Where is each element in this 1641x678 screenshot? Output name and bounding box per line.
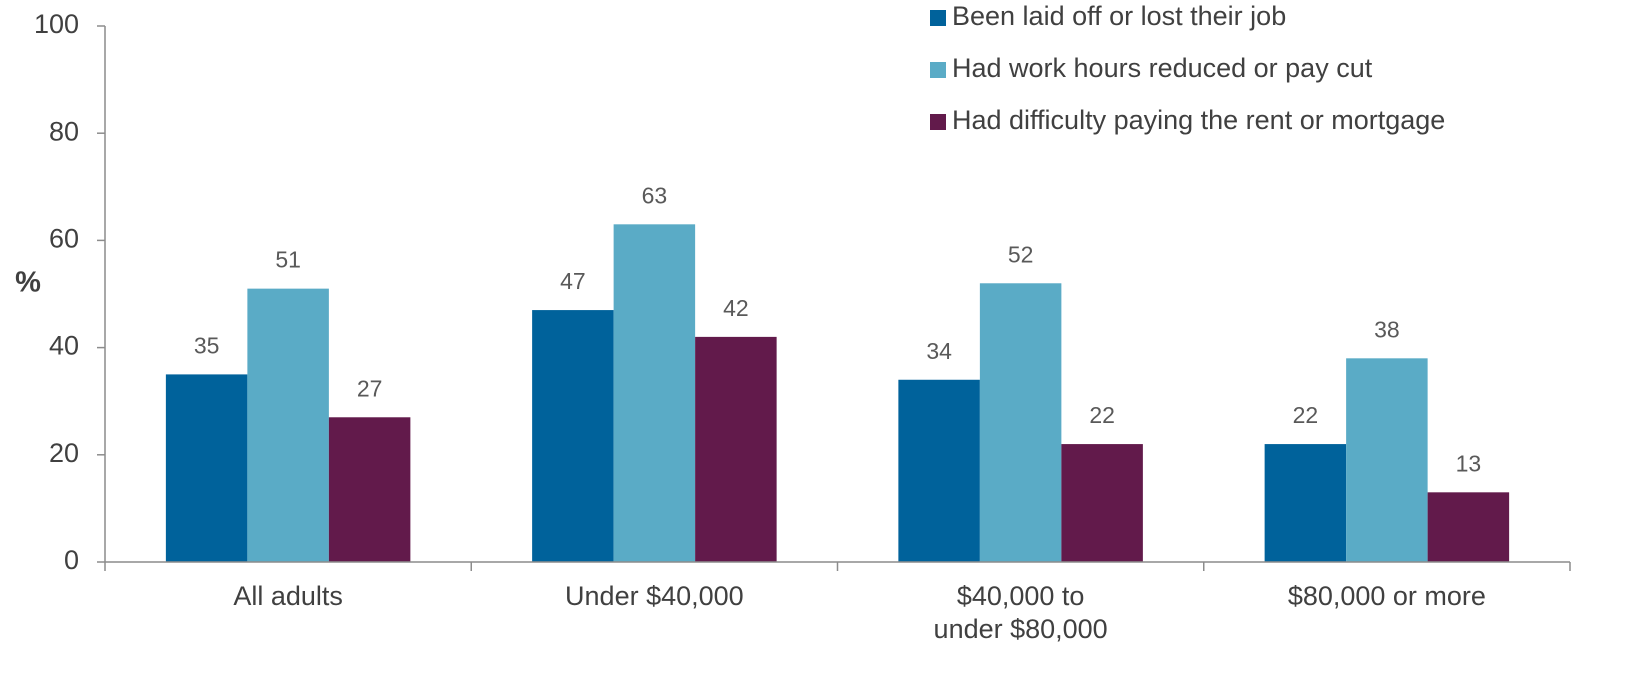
- bar: [1061, 444, 1143, 562]
- value-label: 47: [560, 268, 586, 294]
- bar: [247, 288, 329, 562]
- bar: [1264, 444, 1347, 562]
- value-label: 27: [357, 375, 383, 401]
- x-tick-label: Under $40,000: [565, 581, 744, 611]
- value-label: 34: [926, 338, 952, 364]
- y-tick-label: 100: [34, 9, 79, 39]
- y-tick-label: 40: [49, 331, 79, 361]
- value-label: 63: [642, 182, 668, 208]
- legend-label: Had work hours reduced or pay cut: [952, 53, 1373, 83]
- bar: [532, 310, 614, 562]
- x-tick-label-line: $40,000 to: [957, 581, 1085, 611]
- y-tick-label: 0: [64, 545, 79, 575]
- legend-swatch: [930, 62, 946, 78]
- legend-label: Been laid off or lost their job: [952, 1, 1286, 31]
- y-axis-label: %: [15, 267, 41, 299]
- legend-swatch: [930, 10, 946, 26]
- bar: [898, 379, 980, 562]
- value-label: 22: [1089, 402, 1115, 428]
- value-label: 38: [1374, 316, 1400, 342]
- bar: [695, 336, 777, 562]
- x-tick-label: All adults: [233, 581, 343, 611]
- x-tick-label-line: under $80,000: [934, 614, 1108, 644]
- bar: [1427, 492, 1510, 562]
- y-tick-label: 80: [49, 116, 79, 146]
- value-label: 13: [1456, 450, 1482, 476]
- bar: [1346, 358, 1428, 562]
- value-label: 35: [194, 332, 220, 358]
- bar: [979, 283, 1062, 562]
- value-label: 51: [275, 247, 301, 273]
- bar: [328, 417, 411, 562]
- legend-label: Had difficulty paying the rent or mortga…: [952, 105, 1445, 135]
- bar: [613, 224, 696, 562]
- y-tick-label: 60: [49, 224, 79, 254]
- legend-swatch: [930, 114, 946, 130]
- y-tick-label: 20: [49, 438, 79, 468]
- x-tick-label: $40,000 to under $80,000: [934, 581, 1108, 644]
- value-label: 42: [723, 295, 749, 321]
- x-tick-label: $80,000 or more: [1288, 581, 1486, 611]
- value-label: 52: [1008, 241, 1034, 267]
- bar: [165, 374, 248, 562]
- value-label: 22: [1293, 402, 1319, 428]
